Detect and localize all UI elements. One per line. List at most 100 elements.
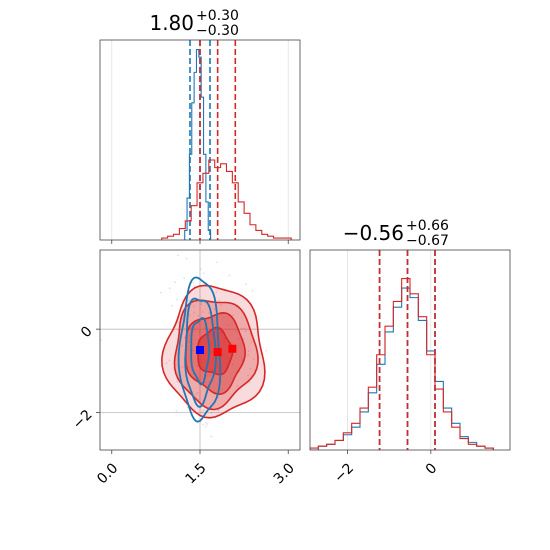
joint-sample-0 bbox=[200, 411, 203, 414]
joint-sample-1 bbox=[250, 341, 253, 344]
joint-sample-1 bbox=[193, 305, 195, 308]
marginal-param2-hist-0 bbox=[310, 287, 494, 450]
joint-sample-1 bbox=[194, 330, 197, 333]
joint-blue-contour-2 bbox=[177, 276, 222, 423]
joint-sample-0 bbox=[204, 381, 206, 384]
joint-sample-0 bbox=[193, 376, 196, 379]
joint-blue-contour-1 bbox=[184, 297, 217, 408]
joint-sample-1 bbox=[247, 374, 250, 377]
joint-sample-1 bbox=[220, 314, 222, 316]
joint-sample-0 bbox=[209, 373, 212, 375]
joint-blue-contour-0 bbox=[190, 316, 211, 386]
marginal-param1-title-minus: −0.30 bbox=[196, 23, 239, 39]
joint-sample-0 bbox=[202, 423, 204, 426]
joint-sample-0 bbox=[221, 388, 224, 391]
marginal-param1-plot bbox=[111, 40, 292, 240]
joint-sample-1 bbox=[235, 330, 238, 333]
joint-sample-0 bbox=[189, 327, 192, 330]
joint-marker-1-1 bbox=[228, 344, 237, 353]
joint-sample-1 bbox=[215, 291, 218, 294]
joint-red-contour-2 bbox=[173, 299, 259, 411]
marginal-param2-x-tick-label: −2 bbox=[331, 460, 357, 486]
joint-red-contour-3 bbox=[160, 284, 266, 419]
joint-sample-0 bbox=[192, 281, 195, 284]
joint-sample-0 bbox=[187, 341, 190, 344]
joint-sample-0 bbox=[198, 398, 200, 400]
joint-sample-0 bbox=[187, 300, 190, 303]
joint-sample-1 bbox=[208, 311, 211, 314]
joint-y-tick-label: −2 bbox=[70, 407, 96, 433]
joint-sample-0 bbox=[188, 334, 191, 337]
marginal-param1-title: 1.80 +0.30−0.30 bbox=[149, 8, 238, 39]
joint-sample-1 bbox=[231, 363, 234, 366]
joint-sample-1 bbox=[245, 283, 247, 286]
joint-sample-0 bbox=[205, 375, 208, 377]
joint-sample-1 bbox=[170, 304, 173, 307]
joint-sample-1 bbox=[265, 349, 267, 352]
joint-sample-1 bbox=[248, 381, 251, 384]
marginal-param2-title: −0.56 +0.66−0.67 bbox=[343, 218, 449, 249]
joint-sample-0 bbox=[195, 393, 198, 395]
joint-sample-1 bbox=[251, 289, 254, 292]
joint-sample-1 bbox=[168, 287, 171, 290]
joint-sample-0 bbox=[217, 409, 219, 412]
joint-sample-1 bbox=[213, 308, 216, 310]
marginal-param2-title-value: −0.56 bbox=[343, 221, 404, 245]
joint-sample-0 bbox=[194, 339, 197, 342]
joint-sample-1 bbox=[243, 327, 246, 330]
joint-sample-1 bbox=[193, 327, 196, 330]
joint-sample-0 bbox=[175, 410, 178, 412]
joint-sample-1 bbox=[174, 281, 177, 284]
joint-marker-1-0 bbox=[213, 348, 222, 357]
joint-sample-0 bbox=[200, 303, 203, 306]
joint-sample-1 bbox=[208, 374, 211, 377]
joint-sample-0 bbox=[197, 315, 200, 317]
joint-sample-1 bbox=[241, 359, 243, 362]
marginal-param2-title-plus: +0.66 bbox=[406, 218, 449, 234]
joint-sample-1 bbox=[207, 381, 210, 384]
joint-sample-1 bbox=[253, 368, 256, 371]
joint-sample-1 bbox=[159, 291, 162, 294]
joint-x-tick-label: 3.0 bbox=[271, 460, 298, 487]
joint-sample-0 bbox=[216, 261, 218, 264]
joint-sample-0 bbox=[175, 298, 178, 301]
joint-sample-0 bbox=[183, 277, 186, 279]
marginal-param2-hist-1 bbox=[310, 278, 494, 450]
joint-sample-1 bbox=[206, 423, 209, 425]
joint-sample-0 bbox=[202, 272, 205, 275]
joint-sample-1 bbox=[185, 257, 188, 260]
joint-sample-0 bbox=[203, 331, 205, 333]
joint-marker-0-0 bbox=[196, 346, 204, 354]
marginal-param1-title-value: 1.80 bbox=[149, 11, 194, 35]
joint-sample-1 bbox=[218, 299, 221, 302]
joint-sample-1 bbox=[196, 391, 199, 394]
marginal-param2-x-tick-label: 0 bbox=[423, 460, 441, 478]
joint-sample-1 bbox=[230, 322, 233, 325]
joint-sample-0 bbox=[193, 311, 196, 314]
joint-sample-1 bbox=[210, 412, 213, 414]
marginal-param2-plot bbox=[310, 250, 494, 450]
joint-x-tick-label: 1.5 bbox=[183, 460, 210, 487]
joint-sample-1 bbox=[168, 359, 171, 362]
joint-sample-1 bbox=[238, 337, 241, 340]
joint-sample-1 bbox=[195, 326, 198, 329]
joint-sample-1 bbox=[240, 327, 243, 330]
joint-y-tick-label: 0 bbox=[78, 324, 96, 342]
joint-sample-0 bbox=[177, 321, 180, 324]
joint-sample-0 bbox=[200, 301, 203, 304]
joint-x-tick-label: 0.0 bbox=[94, 460, 121, 487]
marginal-param2-title-minus: −0.67 bbox=[406, 233, 449, 249]
joint-sample-1 bbox=[249, 367, 252, 370]
joint-sample-1 bbox=[204, 421, 207, 424]
joint-sample-1 bbox=[192, 349, 195, 352]
marginal-param2-frame bbox=[309, 249, 511, 451]
joint-sample-1 bbox=[183, 336, 186, 339]
joint-sample-1 bbox=[210, 435, 213, 438]
joint-sample-1 bbox=[219, 303, 222, 306]
joint-sample-1 bbox=[228, 274, 231, 277]
joint-sample-0 bbox=[205, 425, 207, 428]
joint-sample-0 bbox=[187, 345, 190, 348]
joint-sample-1 bbox=[247, 353, 250, 356]
joint-sample-1 bbox=[232, 314, 235, 317]
marginal-param1-hist-0 bbox=[184, 48, 212, 240]
